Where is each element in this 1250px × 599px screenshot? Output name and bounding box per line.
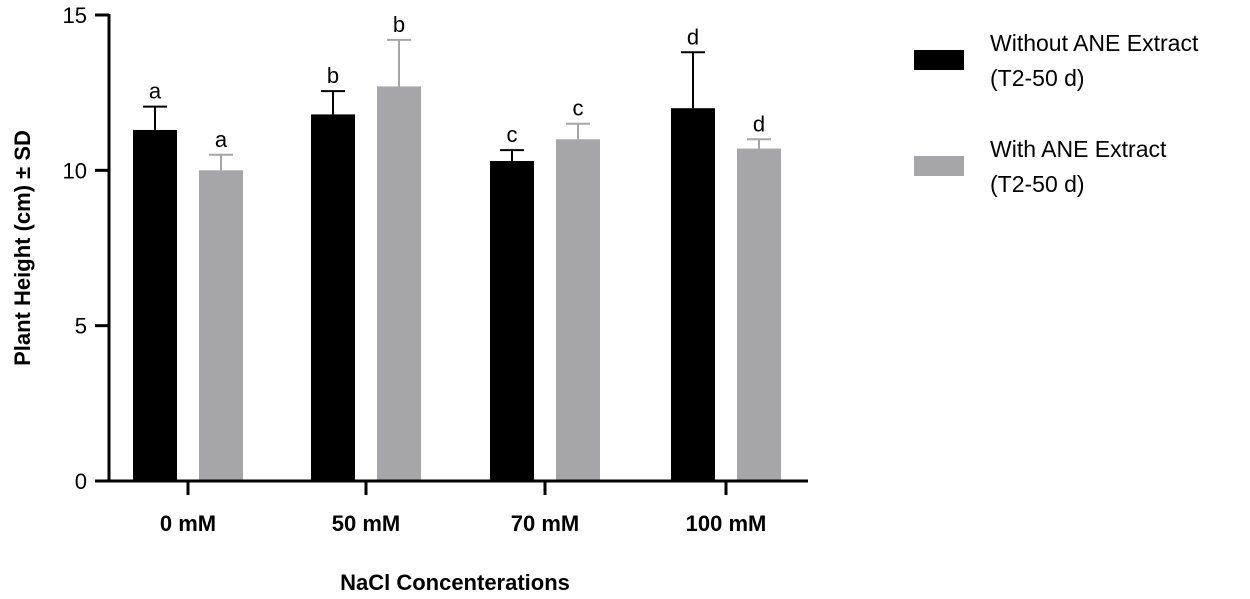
legend-label: With ANE Extract	[990, 136, 1167, 162]
legend-label: Without ANE Extract	[990, 30, 1199, 56]
plot-area: a b c d a b c d	[133, 12, 781, 482]
significance-label: b	[327, 63, 339, 88]
legend: Without ANE Extract (T2-50 d) With ANE Ext…	[914, 30, 1199, 197]
y-tick-label: 0	[75, 469, 87, 494]
bar	[311, 114, 355, 481]
bar	[377, 86, 421, 481]
axes: 0 5 10 15 0 mM 50 mM 70 mM 100 mM	[63, 3, 808, 536]
x-tick-label: 50 mM	[332, 511, 400, 536]
x-axis-title: NaCl Concenterations	[340, 570, 570, 595]
bar	[737, 148, 781, 481]
x-tick-label: 70 mM	[511, 511, 579, 536]
bar	[490, 161, 534, 481]
bar	[133, 129, 177, 482]
y-tick-label: 15	[63, 3, 87, 28]
legend-label-sub: (T2-50 d)	[990, 171, 1085, 197]
bar	[199, 170, 243, 482]
bar	[556, 139, 600, 481]
significance-label: a	[215, 127, 228, 152]
significance-label: a	[149, 79, 162, 104]
y-tick-label: 5	[75, 314, 87, 339]
x-tick-label: 100 mM	[686, 511, 767, 536]
significance-label: b	[393, 12, 405, 37]
legend-label-sub: (T2-50 d)	[990, 65, 1085, 91]
significance-label: d	[687, 24, 699, 49]
legend-swatch	[914, 156, 964, 176]
y-tick-label: 10	[63, 158, 87, 183]
legend-swatch	[914, 50, 964, 70]
y-axis-title: Plant Height (cm) ± SD	[10, 130, 35, 366]
significance-label: d	[753, 111, 765, 136]
bar	[671, 108, 715, 481]
x-tick-label: 0 mM	[160, 511, 216, 536]
significance-label: c	[507, 122, 518, 147]
significance-label: c	[573, 96, 584, 121]
